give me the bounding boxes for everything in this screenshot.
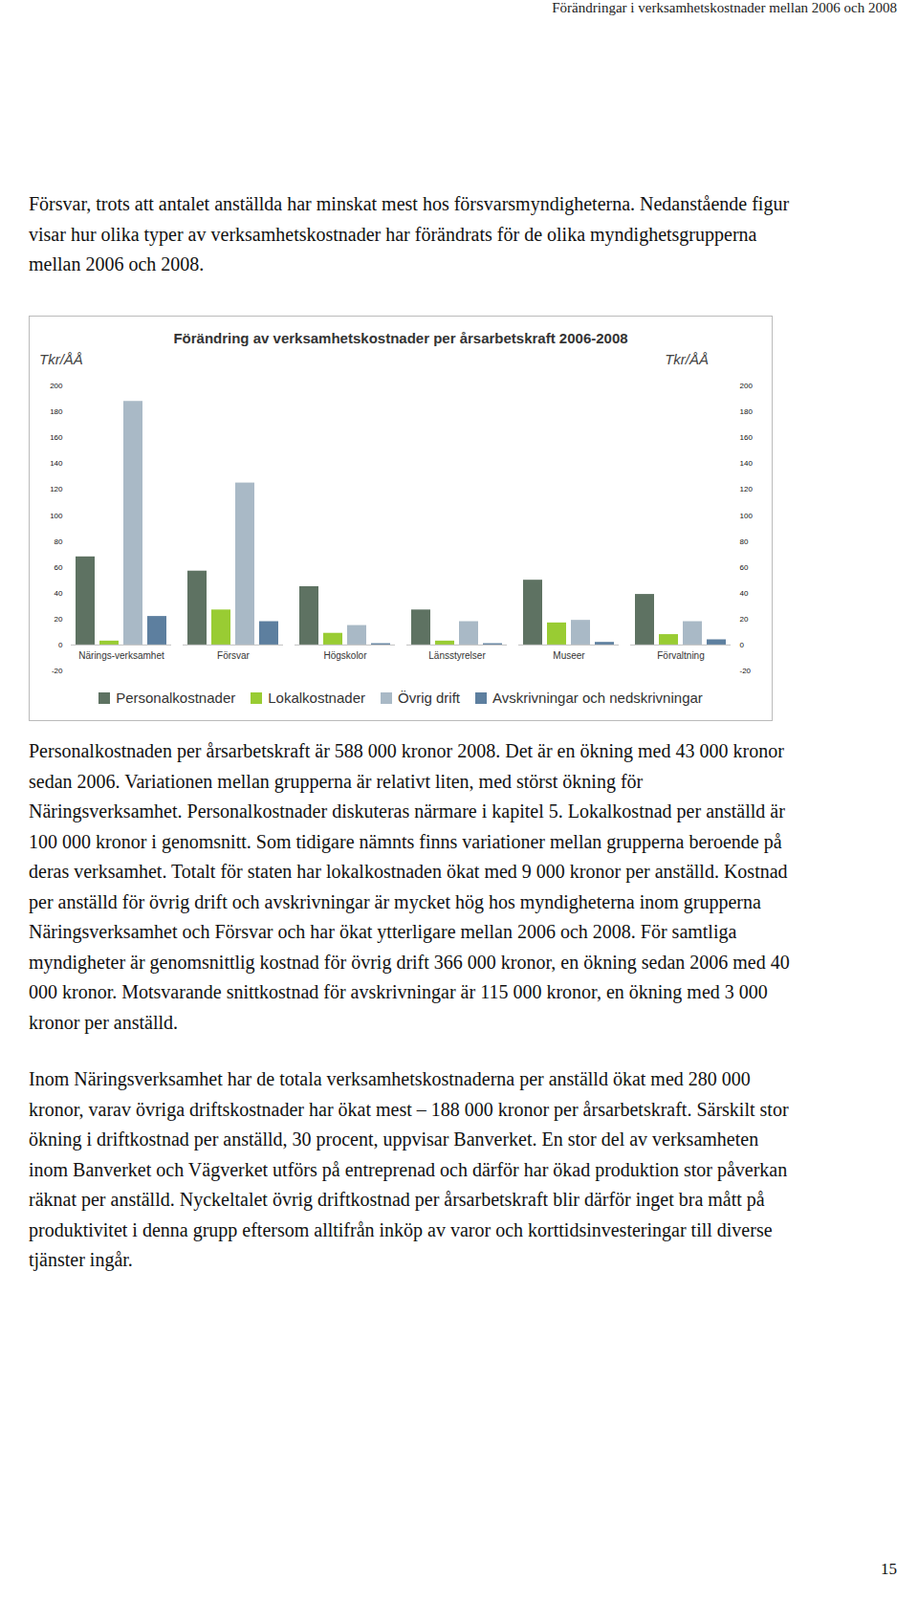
svg-text:80: 80 [740,537,749,547]
svg-text:40: 40 [54,589,64,598]
svg-text:60: 60 [740,563,749,572]
svg-text:40: 40 [740,589,749,598]
svg-text:-20: -20 [51,666,64,676]
svg-text:20: 20 [740,614,749,624]
svg-text:Förvaltning: Förvaltning [656,650,704,661]
svg-text:20: 20 [54,614,64,624]
html-text:Avskrivningar och nedskrivning: Avskrivningar och nedskrivningar [492,689,703,706]
html-text:Förändring av verksamhetskostn: Förändring av verksamhetskostnader per å… [173,329,628,347]
html-text:Tkr/ÅÅ: Tkr/ÅÅ [664,350,709,368]
svg-text:0: 0 [58,640,64,650]
svg-text:Närings-verksamhet: Närings-verksamhet [78,650,165,661]
svg-text:160: 160 [740,433,754,442]
svg-text:200: 200 [740,381,754,391]
svg-text:140: 140 [740,459,754,468]
svg-text:120: 120 [740,484,754,494]
svg-text:200: 200 [49,381,64,391]
html-text:Tkr/ÅÅ: Tkr/ÅÅ [39,350,84,368]
svg-text:60: 60 [54,563,64,572]
svg-text:Länsstyrelser: Länsstyrelser [428,650,486,661]
svg-text:140: 140 [49,459,64,468]
svg-text:Högskolor: Högskolor [323,650,368,661]
svg-text:180: 180 [49,407,64,416]
svg-text:0: 0 [740,640,745,650]
html-text:Personalkostnaden per årsarbet: Personalkostnaden per årsarbetskraft är … [28,740,790,1033]
svg-text:120: 120 [49,484,64,494]
svg-text:100: 100 [49,511,64,521]
html-text:Försvar, trots att antalet ans: Försvar, trots att antalet anställda har… [28,193,790,275]
svg-text:180: 180 [740,407,754,416]
svg-text:80: 80 [54,537,64,547]
html-text:Personalkostnader: Personalkostnader [115,689,236,706]
html-text:15: 15 [880,1559,897,1578]
svg-text:160: 160 [49,433,64,442]
svg-text:-20: -20 [740,666,752,676]
svg-text:Museer: Museer [552,650,586,661]
html-text:Inom Näringsverksamhet har de: Inom Näringsverksamhet har de totala ver… [28,1068,789,1270]
html-text:Övrig drift: Övrig drift [397,689,460,706]
svg-text:Försvar: Försvar [217,650,251,661]
html-text:Förändringar i verksamhetskost: Förändringar i verksamhetskostnader mell… [552,0,897,16]
svg-text:100: 100 [740,511,754,521]
html-text:Lokalkostnader: Lokalkostnader [267,689,366,706]
